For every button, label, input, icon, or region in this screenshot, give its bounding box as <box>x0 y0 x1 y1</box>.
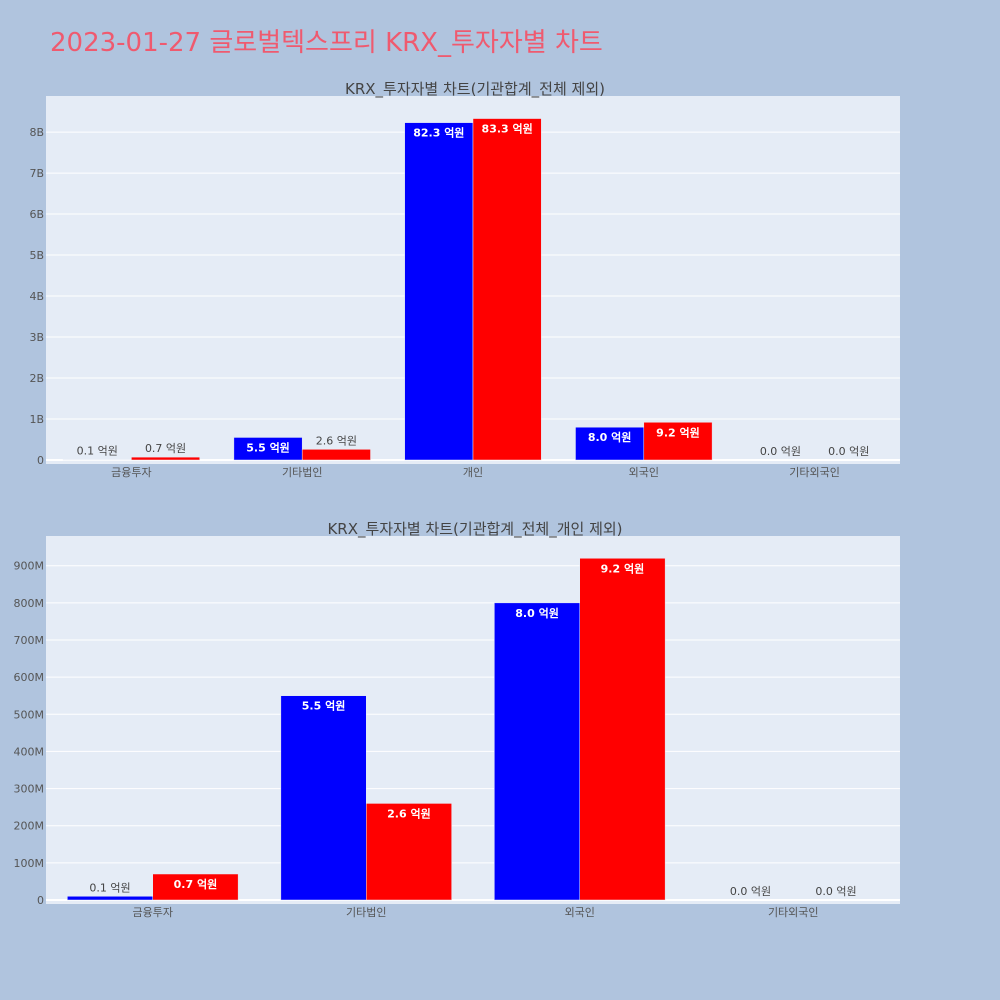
y-tick-label: 7B <box>29 167 44 180</box>
y-tick-label: 2B <box>29 372 44 385</box>
bar <box>575 426 645 461</box>
data-label: 5.5 억원 <box>246 440 290 454</box>
x-tick-label: 개인 <box>463 466 483 479</box>
bar <box>494 602 581 901</box>
y-tick-label: 1B <box>29 413 44 426</box>
y-tick-label: 600M <box>14 671 45 684</box>
y-tick-label: 300M <box>14 783 45 796</box>
data-label: 0.0 억원 <box>730 885 771 898</box>
y-tick-label: 3B <box>29 331 44 344</box>
y-tick-label: 0 <box>37 454 44 467</box>
data-label: 82.3 억원 <box>413 126 464 140</box>
chart-title: KRX_투자자별 차트(기관합계_전체 제외) <box>345 80 605 99</box>
y-tick-label: 8B <box>29 126 44 139</box>
data-label: 2.6 억원 <box>316 434 357 447</box>
y-tick-label: 6B <box>29 208 44 221</box>
data-label: 0.7 억원 <box>145 442 186 455</box>
chart-2: KRX_투자자별 차트(기관합계_전체_개인 제외) 0 100M 200M 300M 4… <box>14 520 900 919</box>
data-label: 83.3 억원 <box>482 122 533 136</box>
x-tick-label: 금융투자 <box>133 906 173 919</box>
x-tick-label: 기타법인 <box>346 906 386 919</box>
plot-area <box>46 536 900 904</box>
data-label: 0.0 억원 <box>828 445 869 458</box>
x-tick-label: 금융투자 <box>111 466 151 479</box>
x-tick-label: 외국인 <box>565 906 595 919</box>
data-label: 0.1 억원 <box>77 445 118 458</box>
data-label: 9.2 억원 <box>656 425 700 439</box>
x-tick-label: 기타외국인 <box>789 466 840 479</box>
y-tick-label: 800M <box>14 597 45 610</box>
chart-1: KRX_투자자별 차트(기관합계_전체 제외) 0 1B 2B 3B 4B 5B 6B 7B 8B… <box>29 80 900 479</box>
y-tick-label: 4B <box>29 290 44 303</box>
y-tick-label: 700M <box>14 634 45 647</box>
chart-title: KRX_투자자별 차트(기관합계_전체_개인 제외) <box>327 520 622 539</box>
data-label: 5.5 억원 <box>302 699 346 713</box>
y-tick-label: 0 <box>37 894 44 907</box>
y-tick-label: 100M <box>14 857 45 870</box>
bar <box>404 122 474 461</box>
data-label: 8.0 억원 <box>515 606 559 620</box>
data-label: 0.1 억원 <box>89 881 130 894</box>
bar <box>366 803 452 901</box>
y-tick-label: 200M <box>14 820 45 833</box>
data-label: 8.0 억원 <box>588 430 632 444</box>
bar <box>301 449 371 461</box>
bar <box>280 695 367 901</box>
bar <box>472 118 542 461</box>
data-label: 2.6 억원 <box>387 806 431 820</box>
bar <box>152 873 239 901</box>
data-label: 9.2 억원 <box>601 561 645 575</box>
data-label: 0.0 억원 <box>760 445 801 458</box>
bar <box>131 456 200 461</box>
y-tick-label: 5B <box>29 249 44 262</box>
y-tick-label: 900M <box>14 560 45 573</box>
x-tick-label: 외국인 <box>629 466 659 479</box>
bar <box>579 558 666 901</box>
x-tick-label: 기타외국인 <box>768 906 819 919</box>
page-title: 2023-01-27 글로벌텍스프리 KRX_투자자별 차트 <box>50 28 603 58</box>
y-tick-label: 500M <box>14 708 45 721</box>
bar <box>67 896 153 901</box>
y-tick-label: 400M <box>14 745 45 758</box>
bar <box>643 422 713 461</box>
data-label: 0.0 억원 <box>815 885 856 898</box>
bar <box>233 437 303 461</box>
data-label: 0.7 억원 <box>174 877 218 891</box>
x-tick-label: 기타법인 <box>282 466 322 479</box>
